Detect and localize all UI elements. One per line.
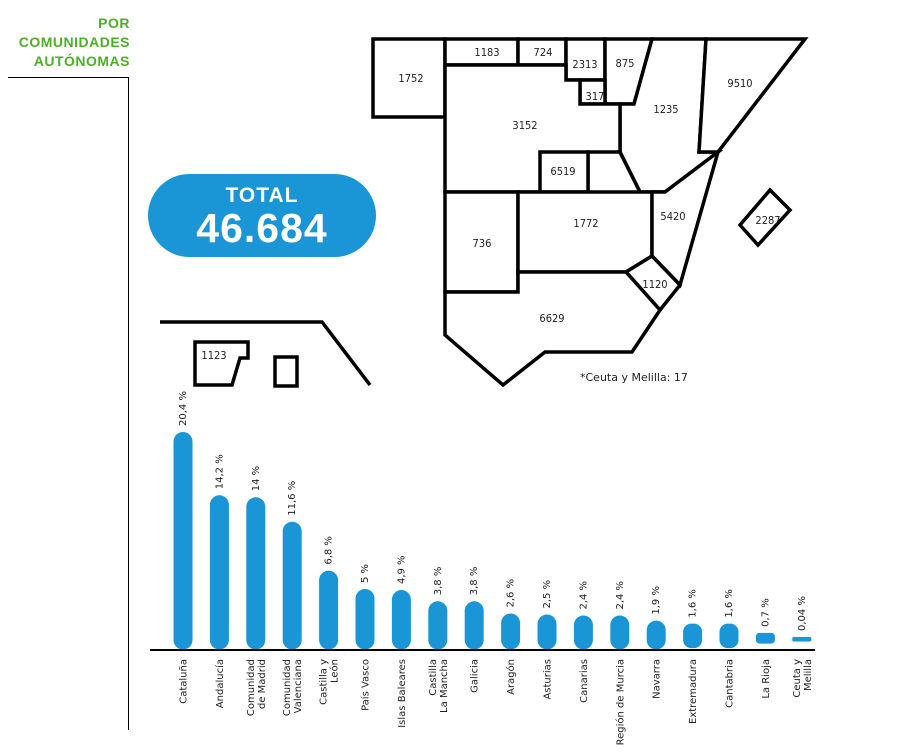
region-label-asturias: 1183 bbox=[474, 46, 499, 59]
region-label-andalucia: 6629 bbox=[539, 312, 564, 325]
bar bbox=[319, 570, 339, 650]
bar bbox=[792, 637, 812, 642]
category-label: Andalucía bbox=[214, 659, 226, 708]
category-label: Extremadura bbox=[688, 659, 699, 724]
region-label-extremadura: 736 bbox=[473, 237, 492, 250]
category-label: Región de Murcia bbox=[614, 659, 626, 745]
region-label-region-de-murcia: 1120 bbox=[642, 278, 667, 291]
bar bbox=[391, 590, 411, 650]
bar bbox=[501, 613, 521, 650]
region-label-comunidad-de-madrid: 6519 bbox=[550, 165, 575, 178]
category-label: Cantabria bbox=[725, 659, 736, 708]
category-label: Islas Baleares bbox=[397, 659, 408, 728]
region-andalucia bbox=[443, 270, 663, 388]
region-canarias-island bbox=[273, 355, 299, 388]
bar bbox=[683, 623, 703, 649]
category-label: Galicia bbox=[470, 659, 481, 693]
bar bbox=[464, 601, 484, 650]
bar-value-label: 6,8 % bbox=[324, 536, 335, 565]
category-label: Castilla yLeón bbox=[319, 659, 341, 705]
ceuta-melilla-note: *Ceuta y Melilla: 17 bbox=[580, 371, 688, 384]
region-label-cataluna: 9510 bbox=[727, 77, 752, 90]
category-label: CastillaLa Mancha bbox=[428, 659, 450, 713]
region-label-navarra: 875 bbox=[616, 57, 635, 70]
bar-value-label: 4,9 % bbox=[396, 555, 407, 584]
region-canarias bbox=[193, 340, 250, 387]
bar bbox=[428, 601, 448, 650]
category-label: La Rioja bbox=[761, 659, 772, 699]
bar bbox=[209, 495, 229, 650]
category-label: Canarias bbox=[579, 659, 590, 703]
category-label: Ceuta yMelilla bbox=[792, 659, 814, 698]
region-label-aragon: 1235 bbox=[653, 103, 678, 116]
bar-value-label: 11,6 % bbox=[287, 481, 298, 516]
bar bbox=[573, 615, 593, 650]
region-label-castilla-la-mancha: 1772 bbox=[573, 217, 598, 230]
bar-chart: 20,4 % Cataluña 14,2 % Andalucía 14 % Comunid… bbox=[150, 391, 815, 745]
region-label-islas-baleares: 2287 bbox=[755, 214, 780, 227]
bar-value-label: 20,4 % bbox=[178, 391, 189, 426]
category-label: Navarra bbox=[652, 659, 663, 699]
region-label-canarias: 1123 bbox=[201, 349, 226, 362]
region-label-galicia: 1752 bbox=[398, 72, 423, 85]
bar bbox=[173, 432, 193, 650]
bar-value-label: 1,9 % bbox=[651, 586, 662, 615]
heading-line: AUTÓNOMAS bbox=[33, 53, 130, 69]
total-label: TOTAL bbox=[225, 184, 299, 207]
bar-value-label: 14 % bbox=[251, 466, 262, 491]
category-label: Cataluña bbox=[179, 659, 190, 704]
category-label: Asturias bbox=[543, 659, 554, 700]
region-label-la-rioja: 317 bbox=[586, 90, 605, 103]
bar bbox=[355, 589, 375, 650]
spain-regions-map: 1752 1183 724 2313 875 317 1235 9510 315… bbox=[160, 37, 809, 388]
total-value: 46.684 bbox=[196, 205, 328, 251]
bar-value-label: 3,8 % bbox=[433, 567, 444, 596]
bar-value-label: 3,8 % bbox=[469, 567, 480, 596]
region-label-castilla-y-leon: 3152 bbox=[512, 119, 537, 132]
bar-value-label: 2,4 % bbox=[615, 581, 626, 610]
heading-rule-vertical bbox=[128, 77, 129, 730]
bar-value-label: 0,7 % bbox=[760, 598, 771, 627]
heading-line: COMUNIDADES bbox=[18, 34, 130, 50]
bar-value-label: 0,04 % bbox=[797, 596, 808, 631]
total-badge: TOTAL 46.684 bbox=[148, 174, 376, 257]
bar bbox=[610, 615, 630, 650]
canarias-frame bbox=[160, 320, 372, 387]
bar-value-label: 5 % bbox=[360, 564, 371, 583]
bar bbox=[646, 620, 666, 650]
bar-value-label: 2,6 % bbox=[506, 579, 517, 608]
category-label: País Vasco bbox=[360, 659, 372, 711]
category-label: ComunidadValenciana bbox=[282, 659, 304, 716]
category-label: Comunidadde Madrid bbox=[246, 659, 268, 716]
section-heading: POR COMUNIDADES AUTÓNOMAS bbox=[19, 14, 130, 71]
bar-value-label: 2,4 % bbox=[578, 581, 589, 610]
region-islas-baleares bbox=[737, 187, 793, 248]
heading-line: POR bbox=[98, 15, 130, 31]
bar-value-label: 1,6 % bbox=[688, 589, 699, 618]
bar-value-label: 14,2 % bbox=[214, 454, 225, 489]
region-cataluna bbox=[697, 37, 809, 154]
bar bbox=[246, 497, 266, 650]
bar bbox=[719, 623, 739, 649]
category-label: Aragón bbox=[505, 659, 517, 695]
bar bbox=[537, 614, 557, 650]
region-label-comunidad-valenciana: 5420 bbox=[660, 210, 685, 223]
bar bbox=[755, 632, 775, 644]
bar bbox=[282, 521, 302, 650]
heading-rule-horizontal bbox=[8, 77, 129, 78]
region-label-pais-vasco: 2313 bbox=[572, 58, 597, 71]
bar-value-label: 2,5 % bbox=[542, 580, 553, 609]
bar-value-label: 1,6 % bbox=[724, 589, 735, 618]
region-label-cantabria: 724 bbox=[534, 46, 553, 59]
